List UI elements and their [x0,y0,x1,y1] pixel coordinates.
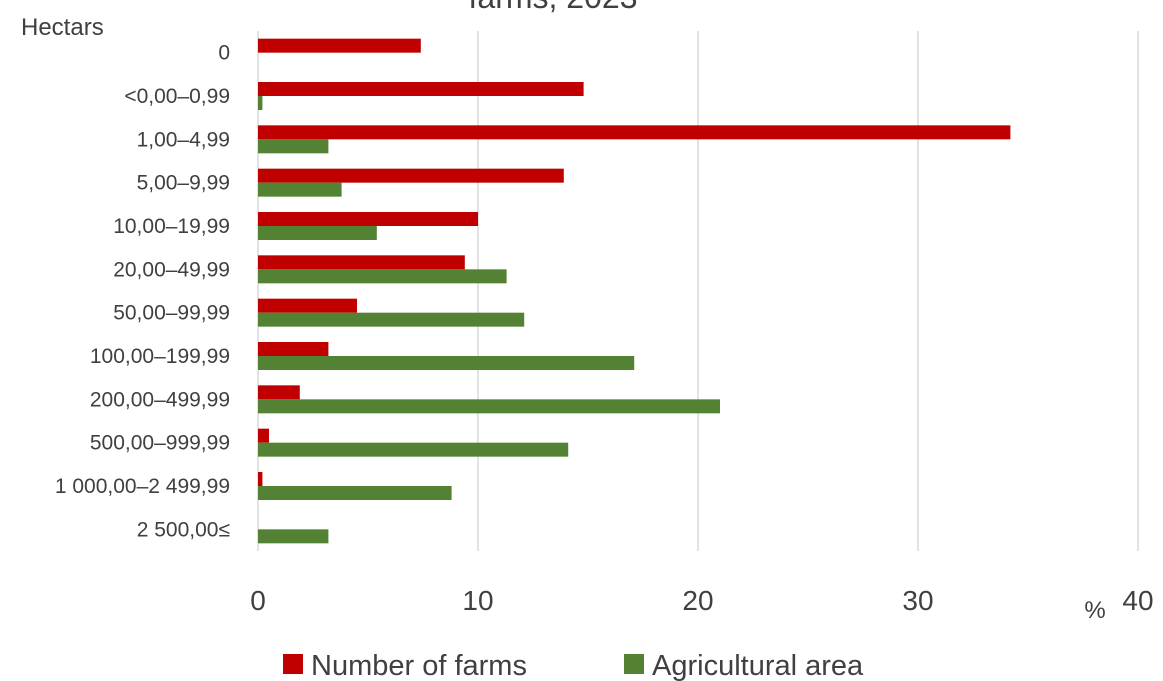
bar-farms-4 [258,212,478,226]
bar-area-5 [258,269,507,284]
x-tick-label: 10 [462,585,493,616]
legend-label-area: Agricultural area [652,650,864,681]
bar-farms-0 [258,38,421,53]
bars [258,38,1011,544]
bar-area-4 [258,226,377,240]
bar-area-2 [258,139,329,154]
category-label: 1 000,00–2 499,99 [55,475,230,498]
bar-area-10 [258,486,452,500]
legend-swatch-farms [283,654,303,674]
x-axis-unit-label: % [1084,597,1105,624]
bar-area-8 [258,399,720,414]
x-tick-labels: 0 10 20 30 40 [250,585,1153,616]
gridlines [257,31,1139,551]
bar-farms-9 [258,428,269,443]
bar-area-6 [258,312,525,327]
category-label: 100,00–199,99 [90,345,230,368]
legend: Number of farms Agricultural area [283,650,864,681]
bar-area-9 [258,442,569,457]
category-label: 200,00–499,99 [90,388,230,411]
category-label: 500,00–999,99 [90,432,230,455]
bar-farms-5 [258,255,465,270]
bar-farms-3 [258,168,564,183]
category-label: 2 500,00≤ [137,518,230,541]
x-tick-label: 40 [1122,585,1153,616]
bar-farms-10 [258,472,263,486]
bar-area-1 [258,96,263,110]
bar-farms-1 [258,82,584,96]
category-label: 20,00–49,99 [113,258,230,281]
y-axis-unit-label: Hectars [21,14,104,41]
x-tick-label: 30 [902,585,933,616]
category-label: 50,00–99,99 [113,302,230,325]
bar-area-3 [258,182,342,197]
chart-title: farms, 2023 [469,0,638,15]
category-label: 5,00–9,99 [137,172,230,195]
bar-farms-2 [258,125,1011,140]
category-labels: 0 <0,00–0,99 1,00–4,99 5,00–9,99 10,00–19,99… [55,42,230,542]
category-label: 1,00–4,99 [137,128,230,151]
category-label: 10,00–19,99 [113,215,230,238]
category-label: 0 [218,42,230,65]
bar-area-7 [258,356,635,370]
category-label: <0,00–0,99 [124,85,230,108]
legend-swatch-area [624,654,644,674]
x-tick-label: 20 [682,585,713,616]
bar-farms-6 [258,298,357,313]
bar-farms-8 [258,385,300,400]
bar-farms-7 [258,342,329,356]
legend-label-farms: Number of farms [311,650,527,681]
x-tick-label: 0 [250,585,266,616]
bar-area-11 [258,529,329,544]
